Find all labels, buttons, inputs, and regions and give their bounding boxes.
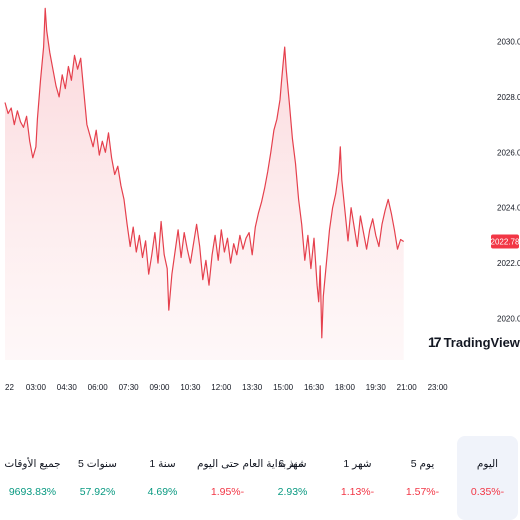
performance-period-4[interactable]: 6 شهر 2.93%	[262, 436, 323, 520]
performance-bar: جميع الأوقات 9693.83% 5 سنوات 57.92% 1 سنة 4.…	[0, 436, 520, 520]
performance-period-label: 1 شهر	[343, 458, 372, 470]
performance-period-value: 0.35%-	[470, 486, 505, 498]
performance-period-label: جميع الأوقات	[4, 458, 61, 470]
performance-period-label: اليوم	[476, 458, 499, 470]
x-tick-label: 18:00	[335, 383, 356, 392]
performance-period-2[interactable]: 1 سنة 4.69%	[132, 436, 193, 520]
tradingview-logo[interactable]: 17 TradingView	[428, 334, 520, 350]
y-tick-label: 2028.00	[497, 93, 520, 102]
price-area	[5, 8, 404, 361]
x-tick-label: 07:30	[119, 383, 140, 392]
performance-period-6[interactable]: 5 يوم 1.57%-	[392, 436, 453, 520]
x-tick-label: 22	[5, 383, 14, 392]
performance-period-5[interactable]: 1 شهر 1.13%-	[327, 436, 388, 520]
x-tick-label: 15:00	[273, 383, 294, 392]
x-tick-label: 04:30	[57, 383, 78, 392]
performance-period-7[interactable]: اليوم 0.35%-	[457, 436, 518, 520]
price-line	[4, 7, 405, 339]
last-price-value: 2022.78	[491, 238, 520, 247]
performance-period-value: 1.13%-	[340, 486, 375, 498]
x-tick-label: 06:00	[88, 383, 109, 392]
performance-period-value: 1.95%-	[210, 486, 245, 498]
price-series-line	[4, 7, 405, 339]
tradingview-mark-icon: 17	[428, 334, 442, 350]
x-tick-label: 12:00	[211, 383, 232, 392]
y-tick-label: 2026.00	[497, 148, 520, 157]
last-price-badge: 2022.78	[491, 234, 520, 249]
y-axis: 2020.00 2022.00 2024.00 2026.00 2028.00 2030.…	[497, 38, 520, 324]
performance-period-label: 5 سنوات	[78, 458, 117, 470]
x-tick-label: 21:00	[397, 383, 418, 392]
performance-period-label: 5 يوم	[410, 458, 435, 470]
y-tick-label: 2030.00	[497, 38, 520, 47]
y-tick-label: 2022.00	[497, 259, 520, 268]
price-chart[interactable]: 2020.00 2022.00 2024.00 2026.00 2028.00 2030.…	[0, 0, 520, 400]
x-tick-label: 16:30	[304, 383, 325, 392]
performance-period-3[interactable]: منذ بداية العام حتى اليوم 1.95%-	[197, 436, 304, 520]
performance-period-label: منذ بداية العام حتى اليوم	[197, 458, 304, 470]
performance-period-label: 6 شهر	[278, 458, 307, 470]
performance-period-1[interactable]: 5 سنوات 57.92%	[67, 436, 128, 520]
performance-period-label: 1 سنة	[149, 458, 176, 470]
performance-period-0[interactable]: جميع الأوقات 9693.83%	[2, 436, 63, 520]
y-tick-label: 2024.00	[497, 204, 520, 213]
performance-period-value: 9693.83%	[8, 486, 57, 498]
performance-period-value: 57.92%	[79, 486, 116, 498]
performance-period-value: 1.57%-	[405, 486, 440, 498]
performance-period-value: 2.93%	[277, 486, 308, 498]
x-tick-label: 19:30	[366, 383, 387, 392]
price-area-fill	[5, 8, 404, 361]
x-tick-label: 10:30	[180, 383, 201, 392]
performance-period-value: 4.69%	[147, 486, 178, 498]
y-tick-label: 2020.00	[497, 315, 520, 324]
x-tick-label: 09:00	[149, 383, 170, 392]
x-tick-label: 23:00	[428, 383, 449, 392]
x-tick-label: 13:30	[242, 383, 263, 392]
x-tick-label: 03:00	[26, 383, 47, 392]
x-axis: 22 03:00 04:30 06:00 07:30 09:00 10:30 12:00 13:…	[5, 383, 448, 392]
tradingview-logo-text: TradingView	[443, 334, 520, 350]
